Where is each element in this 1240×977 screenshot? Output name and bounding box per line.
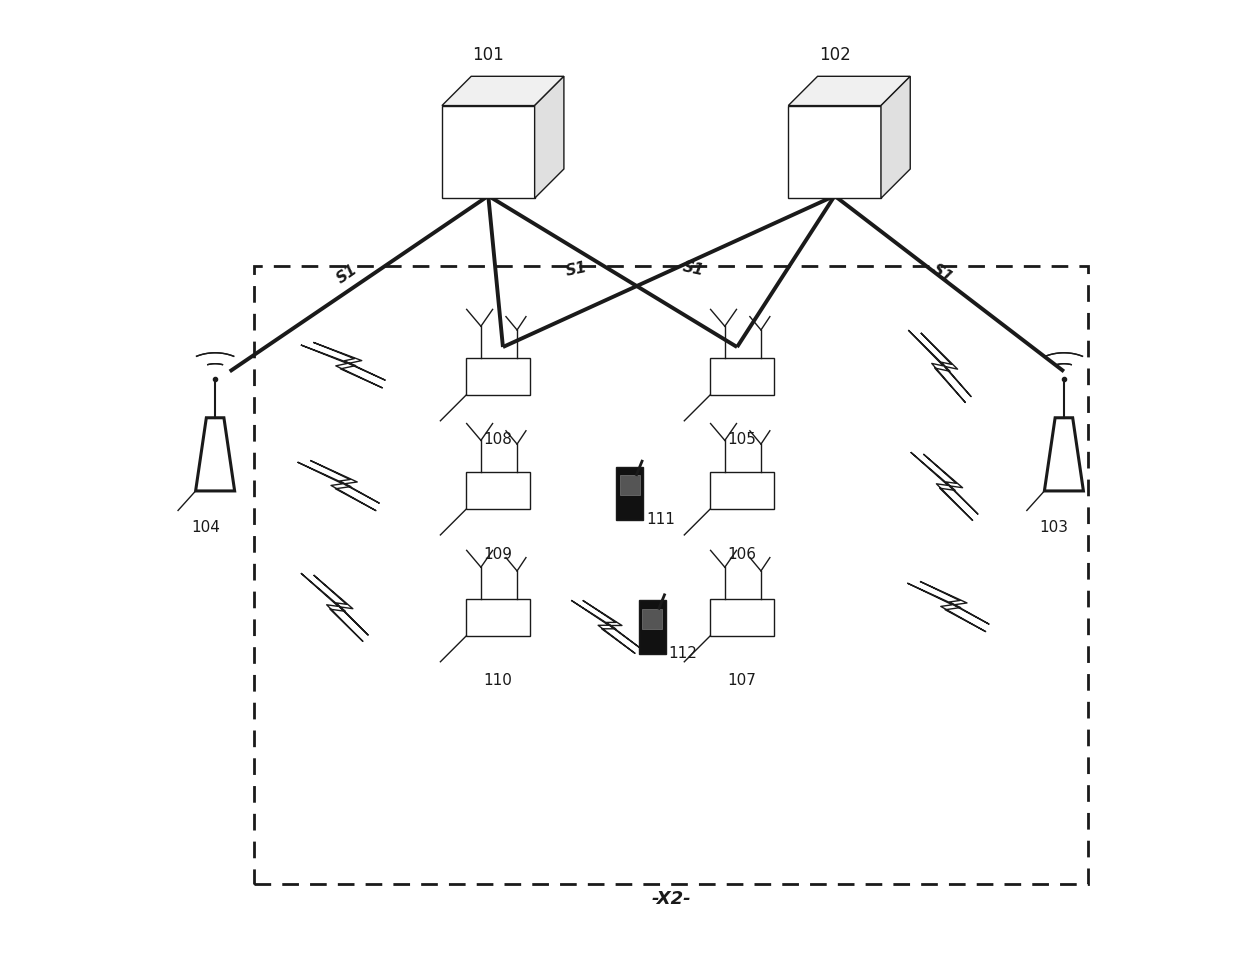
Polygon shape	[441, 76, 564, 106]
Polygon shape	[880, 76, 910, 198]
Text: 104: 104	[191, 520, 219, 535]
Text: -X2-: -X2-	[652, 890, 692, 909]
Text: 112: 112	[668, 646, 697, 660]
Text: S1: S1	[681, 260, 706, 278]
Polygon shape	[196, 418, 234, 490]
Text: 105: 105	[728, 433, 756, 447]
Polygon shape	[789, 106, 880, 198]
Text: S1: S1	[564, 260, 588, 278]
Text: S1: S1	[929, 262, 955, 286]
Bar	[620, 475, 640, 495]
Bar	[711, 472, 774, 509]
Text: 110: 110	[484, 673, 512, 689]
Text: 106: 106	[728, 547, 756, 562]
Polygon shape	[534, 76, 564, 198]
Bar	[616, 467, 644, 520]
Bar	[466, 358, 529, 395]
Polygon shape	[789, 76, 910, 106]
Text: 108: 108	[484, 433, 512, 447]
Bar	[254, 266, 1089, 883]
Bar	[711, 599, 774, 636]
Bar	[639, 600, 666, 654]
Text: 109: 109	[484, 547, 512, 562]
Bar	[711, 358, 774, 395]
Text: 103: 103	[1039, 520, 1069, 535]
Bar	[466, 472, 529, 509]
Text: 107: 107	[728, 673, 756, 689]
Bar	[642, 609, 662, 629]
Text: 101: 101	[472, 46, 505, 64]
Text: S1: S1	[334, 262, 360, 286]
Polygon shape	[441, 106, 534, 198]
Text: 111: 111	[646, 512, 675, 528]
Text: 102: 102	[818, 46, 851, 64]
Polygon shape	[1044, 418, 1084, 490]
Bar	[466, 599, 529, 636]
